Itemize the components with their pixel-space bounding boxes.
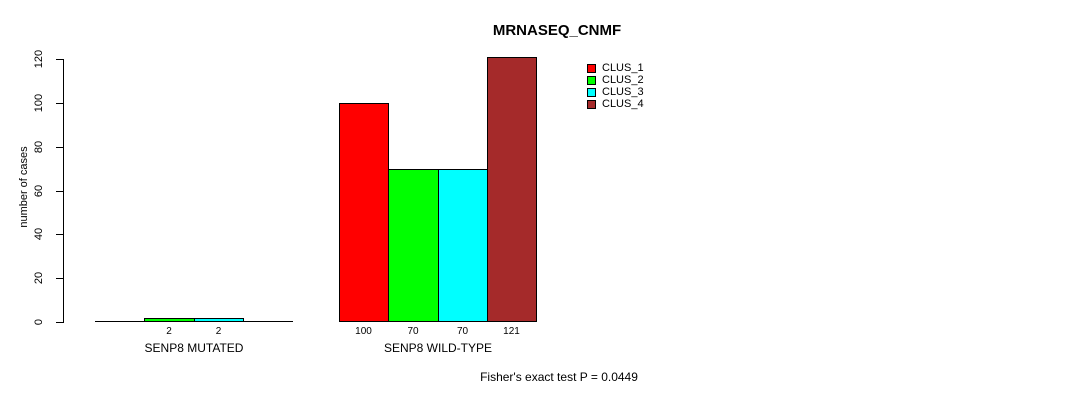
- y-tick: [56, 278, 63, 279]
- bar-zero: [95, 321, 145, 322]
- legend-label: CLUS_2: [602, 74, 644, 86]
- bar: [438, 169, 488, 322]
- y-tick-label: 20: [33, 271, 45, 285]
- y-tick-label: 100: [33, 93, 45, 113]
- legend-label: CLUS_1: [602, 62, 644, 74]
- y-tick: [56, 322, 63, 323]
- footnote: Fisher's exact test P = 0.0449: [480, 370, 638, 384]
- legend-row: CLUS_4: [587, 98, 644, 110]
- y-tick: [56, 59, 63, 60]
- y-tick-label: 80: [33, 140, 45, 154]
- bar-value-label: 70: [456, 326, 469, 337]
- y-tick: [56, 147, 63, 148]
- y-tick-label: 0: [33, 318, 45, 326]
- bar: [388, 169, 439, 322]
- y-tick: [56, 234, 63, 235]
- legend-swatch: [587, 75, 596, 85]
- legend: CLUS_1 CLUS_2 CLUS_3 CLUS_4: [587, 62, 644, 110]
- legend-swatch: [587, 63, 596, 73]
- chart-title: MRNASEQ_CNMF: [492, 22, 622, 39]
- y-tick: [56, 103, 63, 104]
- bar: [194, 318, 244, 322]
- legend-swatch: [587, 99, 596, 109]
- bar: [144, 318, 195, 322]
- group-label: SENP8 WILD-TYPE: [383, 341, 493, 355]
- legend-label: CLUS_4: [602, 98, 644, 110]
- y-tick: [56, 191, 63, 192]
- y-axis-line: [63, 59, 64, 323]
- legend-row: CLUS_1: [587, 62, 644, 74]
- group-label: SENP8 MUTATED: [144, 341, 244, 355]
- legend-row: CLUS_3: [587, 86, 644, 98]
- y-axis-label: number of cases: [18, 146, 30, 228]
- bar-zero: [243, 321, 293, 322]
- legend-label: CLUS_3: [602, 86, 644, 98]
- bar-value-label: 2: [166, 326, 172, 337]
- y-tick-label: 40: [33, 227, 45, 241]
- bar-value-label: 2: [215, 326, 222, 337]
- bar-value-label: 121: [503, 326, 520, 337]
- bar: [487, 57, 537, 322]
- y-tick-label: 120: [33, 49, 45, 69]
- legend-row: CLUS_2: [587, 74, 644, 86]
- bar: [339, 103, 389, 322]
- legend-swatch: [587, 87, 596, 97]
- bar-value-label: 70: [407, 326, 419, 337]
- bar-value-label: 100: [355, 326, 372, 337]
- y-tick-label: 60: [33, 184, 45, 198]
